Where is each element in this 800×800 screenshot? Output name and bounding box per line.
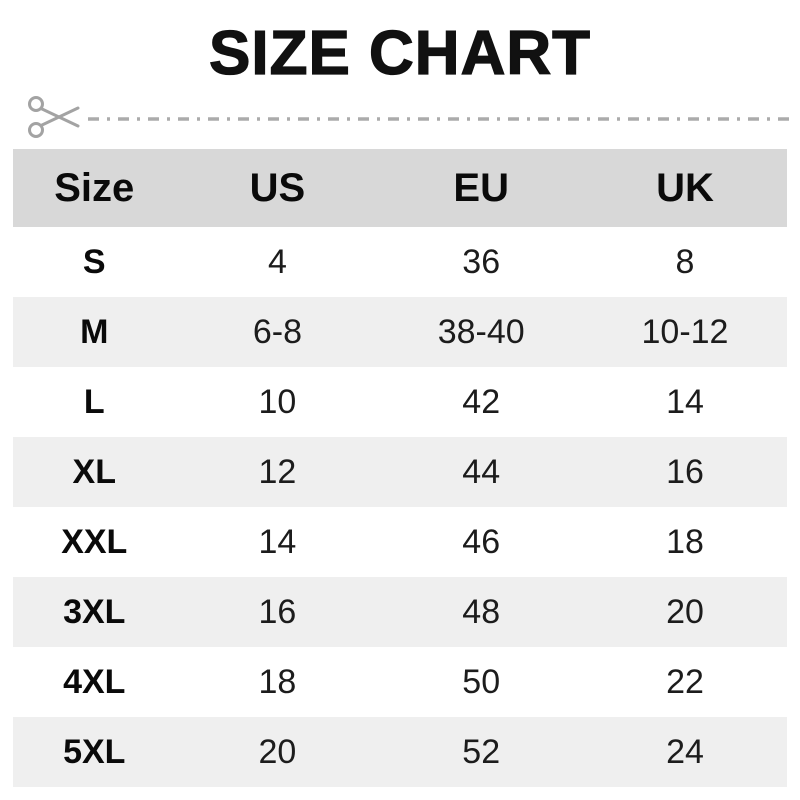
- uk-cell: 20: [666, 592, 704, 631]
- table-row-5xl: 5XL 20 52 24: [13, 717, 787, 787]
- header-cell-uk: UK: [656, 165, 714, 210]
- us-cell: 10: [258, 382, 297, 421]
- table-body: S 4 36 8 M 6-8 38-40 10-12 L 10 42 14 XL…: [13, 227, 787, 787]
- size-cell: S: [82, 242, 106, 281]
- us-cell: 18: [258, 662, 297, 701]
- uk-cell: 16: [666, 452, 704, 491]
- size-cell: XXL: [61, 522, 128, 561]
- header-cell-us: US: [249, 165, 306, 210]
- eu-cell: 44: [462, 452, 501, 491]
- size-cell: 4XL: [63, 662, 126, 701]
- uk-cell: 10-12: [641, 312, 729, 351]
- table-row-s: S 4 36 8: [13, 227, 787, 297]
- eu-cell: 36: [462, 242, 501, 281]
- eu-cell: 38-40: [437, 312, 525, 351]
- us-cell: 14: [258, 522, 297, 561]
- header-cell-size: Size: [54, 165, 135, 210]
- uk-cell: 14: [666, 382, 704, 421]
- uk-cell: 8: [675, 242, 695, 281]
- size-table: Size US EU UK S 4 36 8 M 6-8 38-40 10-12…: [13, 149, 787, 787]
- uk-cell: 22: [666, 662, 704, 701]
- size-cell: M: [80, 312, 109, 351]
- page-title: SIZE CHART: [208, 19, 591, 88]
- cut-dash-line: [88, 94, 792, 144]
- us-cell: 20: [258, 732, 297, 771]
- table-row-m: M 6-8 38-40 10-12: [13, 297, 787, 367]
- size-cell: 3XL: [63, 592, 126, 631]
- table-row-3xl: 3XL 16 48 20: [13, 577, 787, 647]
- table-row-4xl: 4XL 18 50 22: [13, 647, 787, 717]
- eu-cell: 52: [462, 732, 501, 771]
- eu-cell: 42: [462, 382, 501, 421]
- cut-line: [26, 94, 792, 144]
- header-cell-eu: EU: [453, 165, 509, 210]
- eu-cell: 50: [462, 662, 501, 701]
- uk-cell: 24: [666, 732, 704, 771]
- eu-cell: 46: [462, 522, 501, 561]
- size-cell: XL: [72, 452, 116, 491]
- size-cell: 5XL: [63, 732, 126, 771]
- eu-cell: 48: [462, 592, 501, 631]
- us-cell: 16: [258, 592, 297, 631]
- us-cell: 12: [258, 452, 297, 491]
- table-row-xl: XL 12 44 16: [13, 437, 787, 507]
- uk-cell: 18: [666, 522, 704, 561]
- table-row-l: L 10 42 14: [13, 367, 787, 437]
- us-cell: 4: [267, 242, 287, 281]
- table-header-row: Size US EU UK: [13, 149, 787, 227]
- table-row-xxl: XXL 14 46 18: [13, 507, 787, 577]
- size-cell: L: [83, 382, 105, 421]
- scissors-icon: [26, 92, 84, 147]
- us-cell: 6-8: [252, 312, 302, 351]
